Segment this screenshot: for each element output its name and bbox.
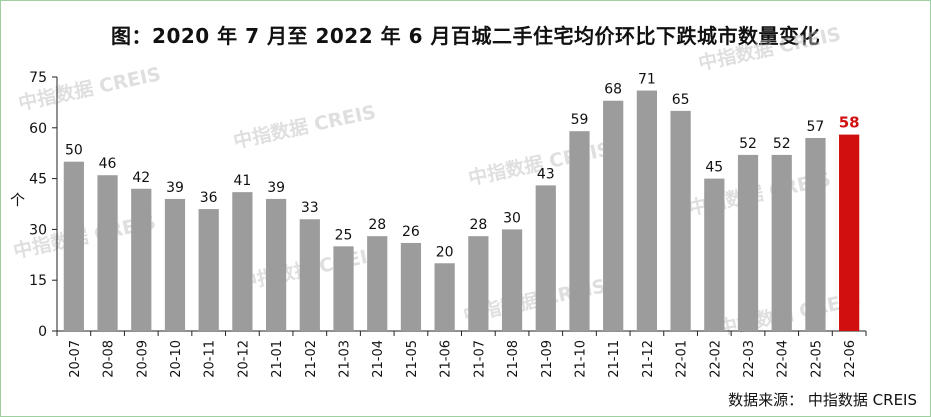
y-axis-label: 个 — [10, 191, 25, 209]
y-tick-label: 60 — [29, 121, 47, 137]
bar-value-label: 58 — [839, 114, 860, 132]
x-tick-label: 22-04 — [776, 340, 791, 378]
bar-20-07 — [63, 161, 84, 331]
bar-21-01 — [265, 198, 287, 331]
x-tick-label: 20-08 — [102, 340, 117, 378]
bar-21-02 — [299, 219, 320, 331]
x-tick-label: 22-03 — [742, 340, 757, 378]
bar-value-label: 41 — [233, 173, 251, 189]
y-tick-label: 75 — [29, 70, 47, 86]
bar-21-10 — [569, 131, 590, 331]
bar-value-label: 65 — [672, 92, 690, 108]
bar-21-09 — [535, 185, 556, 331]
bar-value-label: 50 — [65, 143, 83, 159]
bar-20-09 — [131, 188, 152, 331]
y-tick-label: 0 — [38, 324, 47, 340]
x-tick-label: 21-09 — [540, 340, 555, 378]
bar-value-label: 59 — [571, 112, 589, 128]
bar-22-02 — [704, 178, 725, 331]
bar-value-label: 36 — [200, 190, 218, 206]
bar-value-label: 71 — [638, 72, 656, 88]
bars: 50 20-07 46 20-08 42 20-09 39 20-10 36 20-11 41 20-… — [63, 72, 860, 378]
bar-value-label: 39 — [267, 180, 285, 196]
bar-value-label: 28 — [368, 217, 386, 233]
x-tick-label: 22-02 — [708, 340, 723, 378]
bar-22-01 — [670, 110, 691, 331]
bar-22-05 — [805, 137, 826, 331]
axes: 0 15 30 45 60 75 个 — [10, 70, 867, 340]
bar-value-label: 43 — [537, 166, 555, 182]
x-tick-label: 21-12 — [641, 340, 656, 378]
x-tick-label: 21-03 — [338, 340, 353, 378]
x-tick-label: 21-01 — [270, 340, 285, 378]
bar-value-label: 42 — [132, 170, 150, 186]
bar-21-03 — [333, 246, 354, 331]
chart-title: 图：2020 年 7 月至 2022 年 6 月百城二手住宅均价环比下跌城市数量… — [111, 24, 820, 48]
x-tick-label: 21-04 — [371, 340, 386, 378]
watermark-text: 中指数据 CREIS — [696, 22, 843, 75]
bar-value-label: 20 — [436, 244, 454, 260]
x-tick-label: 22-06 — [843, 340, 858, 378]
y-tick-label: 15 — [29, 273, 47, 289]
x-tick-label: 20-07 — [68, 340, 83, 378]
x-tick-label: 20-10 — [169, 340, 184, 378]
bar-21-06 — [434, 263, 455, 331]
bar-value-label: 68 — [604, 82, 622, 98]
bar-value-label: 25 — [335, 227, 353, 243]
y-tick-label: 30 — [29, 222, 47, 238]
bar-value-label: 57 — [807, 119, 825, 135]
bar-value-label: 39 — [166, 180, 184, 196]
bar-21-12 — [636, 90, 658, 332]
y-tick-label: 45 — [29, 172, 47, 188]
bar-value-label: 28 — [469, 217, 487, 233]
bar-value-label: 46 — [99, 156, 117, 172]
bar-21-11 — [603, 100, 624, 331]
bar-21-08 — [501, 229, 523, 331]
x-tick-label: 21-11 — [607, 340, 622, 378]
x-tick-label: 20-11 — [203, 340, 218, 378]
x-tick-label: 22-01 — [675, 340, 690, 378]
bar-20-12 — [232, 192, 253, 331]
bar-22-06 — [839, 134, 860, 331]
x-tick-label: 20-12 — [236, 340, 251, 378]
x-tick-label: 21-05 — [405, 340, 420, 378]
bar-22-03 — [737, 154, 759, 331]
x-tick-label: 22-05 — [809, 340, 824, 378]
x-tick-label: 20-09 — [135, 340, 150, 378]
data-source-note: 数据来源： 中指数据 CREIS — [728, 391, 917, 409]
bar-20-08 — [97, 175, 118, 331]
x-tick-label: 21-06 — [439, 340, 454, 378]
x-tick-label: 21-10 — [573, 340, 588, 378]
x-tick-label: 21-08 — [506, 340, 521, 378]
bar-value-label: 33 — [301, 200, 319, 216]
bar-value-label: 45 — [705, 160, 723, 176]
bar-value-label: 52 — [773, 136, 791, 152]
bar-21-04 — [367, 236, 388, 331]
bar-value-label: 26 — [402, 224, 420, 240]
bar-value-label: 52 — [739, 136, 757, 152]
x-tick-label: 21-02 — [304, 340, 319, 378]
x-tick-label: 21-07 — [472, 340, 487, 378]
bar-22-04 — [771, 154, 792, 331]
bar-value-label: 30 — [503, 210, 521, 226]
bar-21-07 — [468, 236, 489, 331]
watermark-text: 中指数据 CREIS — [231, 100, 378, 153]
bar-20-11 — [198, 209, 219, 331]
bar-21-05 — [400, 242, 422, 331]
bar-20-10 — [164, 198, 186, 331]
